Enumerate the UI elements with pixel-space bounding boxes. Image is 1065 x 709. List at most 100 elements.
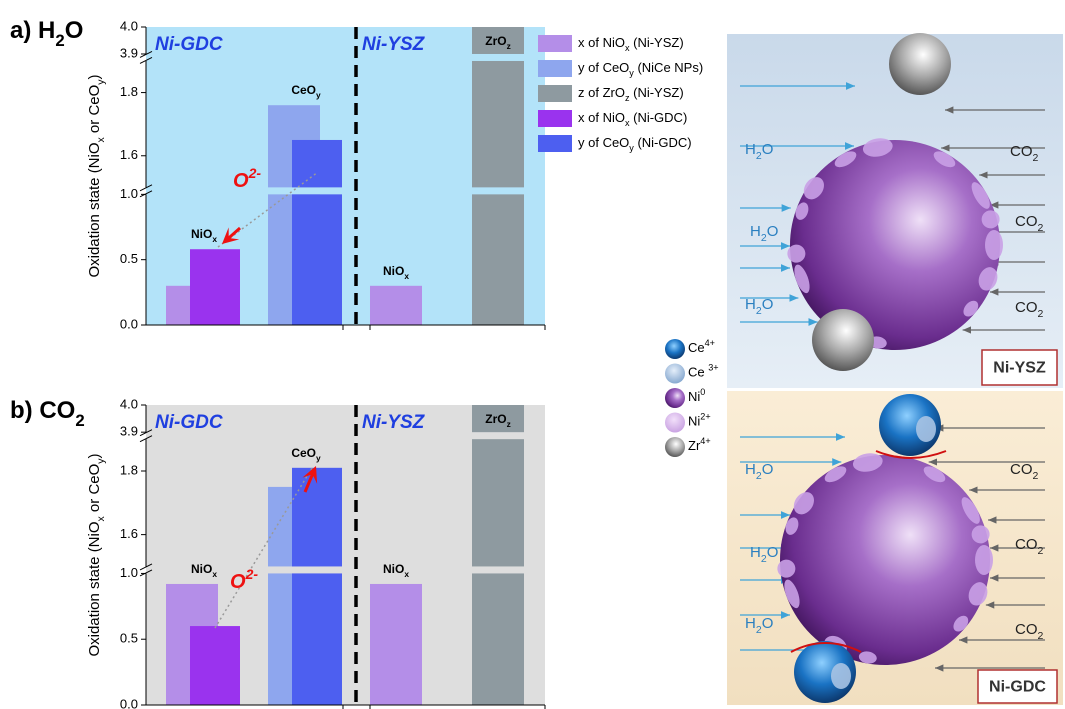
category-label: ZrOz [485,34,511,51]
bar [292,139,342,188]
ni2-patch [933,151,956,168]
y-tick-label: 1.8 [120,462,138,477]
reactant-label: H2O [745,296,773,317]
illustration: Ce4+ Ce 3+ Ni0 Ni2+ Zr4+ H2O H2O H2O CO2 CO2 CO2 Ni… [665,33,1063,705]
category-label: CeOy [291,83,321,100]
region-label: Ni-GDC [155,34,223,55]
ni2-patch [858,651,877,664]
arrow-head [302,466,318,484]
species-marker [665,363,685,384]
bar-chart: b) CO2 NiOx CeOy NiOx ZrOz 0.0 0.5 1.0 1.6 1.8 3.9… [10,396,546,709]
region-label: Ni-YSZ [362,412,426,433]
ni2-patch [787,244,806,263]
ni2-patch [975,545,993,575]
species-marker [665,388,685,408]
interface-line [875,450,947,459]
ni2-patch [953,615,969,632]
bar [472,573,524,705]
ni2-patch [824,466,847,483]
y-tick-label: 0.5 [120,631,138,646]
legend-swatch [538,60,572,77]
y-tick-label: 4.0 [120,396,138,411]
ni2-patch [794,264,810,294]
reactant-label: H2O [745,615,773,636]
bar [370,583,422,705]
axis-break [139,435,153,443]
legend-label: y of CeOy (Ni-GDC) [578,135,692,153]
interface-line [790,642,862,653]
y-tick-label: 1.0 [120,186,138,201]
reactant-label: H2O [745,141,773,162]
panel-label-box [977,669,1058,704]
category-label: NiOx [383,562,409,579]
ni2-patch [981,210,1000,229]
reactant-label: CO2 [1010,143,1039,164]
category-label: NiOx [191,562,217,579]
ni2-patch [971,525,990,544]
arrow-shaft [226,226,241,240]
arrow-shaft [303,472,315,493]
transfer-path [214,467,313,629]
reactant-label: CO2 [1015,621,1044,642]
bar [472,405,524,433]
support-particle [812,309,874,371]
axis-break [139,57,153,64]
oxygen-ion-label: O2- [233,165,261,193]
ni2-patch [785,517,799,535]
ni2-patch [963,300,979,317]
species-label: Ce4+ [688,338,715,355]
ni2-patch [793,492,814,515]
legend-label: y of CeOy (NiCe NPs) [578,60,703,78]
bar [472,27,524,54]
y-tick-label: 3.9 [120,424,138,439]
ni2-patch [862,138,893,157]
axis-break [139,184,153,192]
category-label: ZrOz [485,412,511,429]
legend-swatch [538,85,572,102]
ni2-patch [971,182,990,209]
species-label: Ni0 [688,387,705,404]
y-tick-label: 1.8 [120,84,138,99]
species-marker [665,339,685,359]
bar [292,194,342,325]
reactant-label: CO2 [1015,299,1044,320]
ni2-patch [968,582,988,606]
bar [190,626,240,705]
bar-chart: a) H2O NiOx CeOy NiOx ZrOz 0.0 0.5 1.0 1.6 1.8 3.9… [10,17,703,331]
ni-particle [790,140,1000,350]
species-marker [665,437,685,457]
legend-label: x of NiOx (Ni-YSZ) [578,35,684,53]
category-label: CeOy [291,446,321,463]
bar [472,439,524,567]
species-label: Zr4+ [688,436,711,453]
ni-particle [780,455,990,665]
chart-title: a) H2O [10,17,83,50]
reactant-label: H2O [750,223,778,244]
y-tick-label: 4.0 [120,18,138,33]
bar [190,249,240,325]
ni2-patch [777,559,796,578]
charts: a) H2O NiOx CeOy NiOx ZrOz 0.0 0.5 1.0 1.6 1.8 3.9… [10,17,703,709]
y-tick-label: 0.5 [120,251,138,266]
panel-label-box [981,349,1058,386]
support-particle [889,33,951,95]
species-marker [665,412,685,433]
panel-label: Ni-GDC [989,679,1046,696]
region-label: Ni-YSZ [362,34,426,55]
bar [472,194,524,325]
y-axis-label: Oxidation state (NiOx or CeOy) [86,453,107,656]
ni2-patch [784,579,800,609]
bar [472,60,524,188]
bar [370,285,422,325]
arrow-head [222,227,240,244]
ni2-patch [852,453,883,472]
reactant-label: CO2 [1015,536,1044,557]
region-label: Ni-GDC [155,412,223,433]
y-tick-label: 1.6 [120,147,138,162]
species-label: Ni2+ [688,412,711,429]
ni2-patch [923,466,946,483]
y-tick-label: 3.9 [120,45,138,60]
reactant-label: CO2 [1015,213,1044,234]
ni2-patch [961,497,980,524]
y-tick-label: 0.0 [120,316,138,331]
